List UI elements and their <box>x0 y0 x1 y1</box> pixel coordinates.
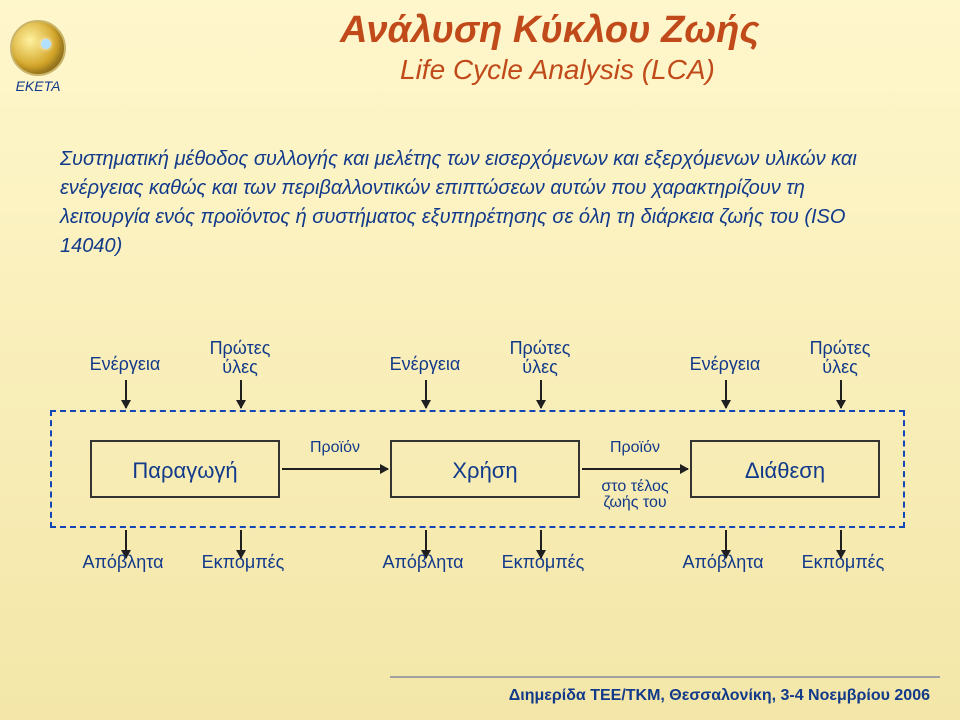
output-waste-label: Απόβλητα <box>375 553 471 572</box>
footer-text: Διημερίδα ΤΕΕ/ΤΚΜ, Θεσσαλονίκη, 3-4 Νοεμ… <box>509 687 930 705</box>
between-arrow-icon <box>282 468 388 470</box>
stage-production: Παραγωγή <box>90 440 280 498</box>
output-waste-label: Απόβλητα <box>675 553 771 572</box>
input-raw-label: Πρώτες ύλες <box>200 339 280 377</box>
slide-subtitle: Life Cycle Analysis (LCA) <box>340 54 760 86</box>
input-raw-label: Πρώτες ύλες <box>800 339 880 377</box>
input-energy-label: Ενέργεια <box>685 355 765 374</box>
output-emis-label: Εκπομπές <box>795 553 891 572</box>
slide-title: Ανάλυση Κύκλου Ζωής <box>340 10 760 52</box>
input-arrow-icon <box>425 380 427 408</box>
between-label: Προϊόν <box>295 440 375 457</box>
slide-title-block: Ανάλυση Κύκλου Ζωής Life Cycle Analysis … <box>340 10 760 86</box>
input-arrow-icon <box>840 380 842 408</box>
input-raw-label: Πρώτες ύλες <box>500 339 580 377</box>
between-arrow-icon <box>582 468 688 470</box>
input-arrow-icon <box>540 380 542 408</box>
output-emis-label: Εκπομπές <box>495 553 591 572</box>
between-label: Προϊόν <box>590 440 680 457</box>
input-arrow-icon <box>240 380 242 408</box>
stage-disposal: Διάθεση <box>690 440 880 498</box>
org-label: EKETA <box>16 78 61 94</box>
output-emis-label: Εκπομπές <box>195 553 291 572</box>
output-waste-label: Απόβλητα <box>75 553 171 572</box>
input-arrow-icon <box>125 380 127 408</box>
org-logo: EKETA <box>10 20 66 94</box>
stage-use: Χρήση <box>390 440 580 498</box>
input-arrow-icon <box>725 380 727 408</box>
input-energy-label: Ενέργεια <box>85 355 165 374</box>
input-energy-label: Ενέργεια <box>385 355 465 374</box>
footer-separator <box>390 676 940 678</box>
definition-text: Συστηματική μέθοδος συλλογής και μελέτης… <box>60 145 900 261</box>
between-label: ζωής του <box>590 495 680 512</box>
